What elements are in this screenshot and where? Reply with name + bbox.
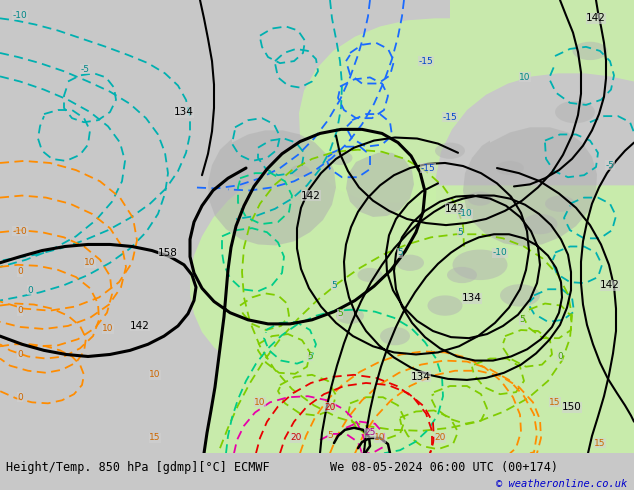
Text: 10: 10 bbox=[374, 434, 385, 442]
Polygon shape bbox=[208, 130, 336, 245]
Text: 142: 142 bbox=[301, 191, 321, 200]
Text: 5: 5 bbox=[337, 309, 343, 318]
Text: 0: 0 bbox=[17, 306, 23, 315]
Ellipse shape bbox=[358, 268, 382, 282]
Polygon shape bbox=[299, 0, 634, 203]
Text: -15: -15 bbox=[420, 164, 436, 172]
Text: 142: 142 bbox=[130, 321, 150, 331]
Text: -10: -10 bbox=[13, 227, 27, 236]
Ellipse shape bbox=[447, 267, 477, 283]
Text: 10: 10 bbox=[84, 258, 96, 267]
Text: -10: -10 bbox=[493, 248, 507, 257]
Polygon shape bbox=[346, 153, 414, 217]
Ellipse shape bbox=[453, 249, 507, 280]
Text: 0: 0 bbox=[17, 350, 23, 359]
Text: -5: -5 bbox=[81, 65, 89, 74]
Text: 134: 134 bbox=[411, 372, 431, 382]
Text: 0: 0 bbox=[27, 286, 33, 295]
Text: 20: 20 bbox=[325, 403, 335, 412]
Text: 0: 0 bbox=[17, 268, 23, 276]
Text: 15: 15 bbox=[594, 439, 605, 447]
Text: 150: 150 bbox=[562, 402, 582, 413]
Text: 5: 5 bbox=[397, 248, 403, 257]
Text: 158: 158 bbox=[158, 247, 178, 258]
Text: -10: -10 bbox=[458, 209, 472, 219]
Text: -15: -15 bbox=[418, 57, 434, 66]
Ellipse shape bbox=[380, 327, 410, 345]
Text: 142: 142 bbox=[600, 280, 620, 290]
Text: 15: 15 bbox=[149, 434, 161, 442]
Text: 10: 10 bbox=[519, 73, 531, 82]
Text: © weatheronline.co.uk: © weatheronline.co.uk bbox=[496, 480, 628, 490]
Ellipse shape bbox=[328, 151, 353, 165]
Ellipse shape bbox=[496, 161, 524, 175]
Text: 142: 142 bbox=[445, 204, 465, 214]
Text: 25: 25 bbox=[365, 428, 376, 438]
Text: -15: -15 bbox=[443, 113, 457, 122]
Ellipse shape bbox=[336, 308, 364, 324]
Ellipse shape bbox=[427, 295, 462, 316]
Ellipse shape bbox=[500, 284, 540, 307]
Polygon shape bbox=[463, 127, 597, 246]
Ellipse shape bbox=[545, 196, 575, 212]
Ellipse shape bbox=[396, 255, 424, 271]
Text: 134: 134 bbox=[174, 107, 194, 117]
Text: 20: 20 bbox=[434, 434, 446, 442]
Text: Height/Temp. 850 hPa [gdmp][°C] ECMWF: Height/Temp. 850 hPa [gdmp][°C] ECMWF bbox=[6, 462, 270, 474]
Ellipse shape bbox=[522, 214, 557, 234]
Polygon shape bbox=[190, 129, 634, 453]
Text: 0: 0 bbox=[17, 392, 23, 402]
Text: 10: 10 bbox=[102, 324, 113, 334]
Text: 5: 5 bbox=[519, 316, 525, 324]
Text: 134: 134 bbox=[462, 294, 482, 303]
Ellipse shape bbox=[555, 101, 595, 123]
Text: 5: 5 bbox=[307, 352, 313, 361]
Text: 0: 0 bbox=[557, 352, 563, 361]
Text: -10: -10 bbox=[13, 11, 27, 20]
Text: -5: -5 bbox=[605, 161, 614, 170]
Text: 142: 142 bbox=[586, 13, 606, 24]
Text: 5: 5 bbox=[327, 431, 333, 441]
Text: We 08-05-2024 06:00 UTC (00+174): We 08-05-2024 06:00 UTC (00+174) bbox=[330, 462, 558, 474]
Ellipse shape bbox=[573, 42, 607, 60]
Text: 5: 5 bbox=[331, 281, 337, 290]
Ellipse shape bbox=[290, 165, 310, 177]
Text: 10: 10 bbox=[254, 398, 266, 407]
Text: 5: 5 bbox=[457, 228, 463, 237]
Text: 20: 20 bbox=[290, 434, 302, 442]
Text: 10: 10 bbox=[149, 370, 161, 379]
Ellipse shape bbox=[467, 192, 493, 206]
Text: 15: 15 bbox=[549, 398, 560, 407]
Ellipse shape bbox=[435, 143, 465, 159]
